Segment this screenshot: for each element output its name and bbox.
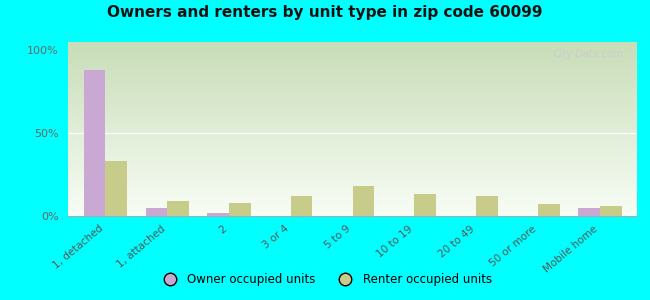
Legend: Owner occupied units, Renter occupied units: Owner occupied units, Renter occupied un… (153, 269, 497, 291)
Bar (538, 204, 560, 216)
Bar (146, 208, 167, 216)
Bar (207, 213, 229, 216)
Bar (578, 208, 600, 216)
Text: City-Data.com: City-Data.com (553, 49, 623, 59)
Bar (476, 196, 498, 216)
Text: Owners and renters by unit type in zip code 60099: Owners and renters by unit type in zip c… (107, 4, 543, 20)
Bar (291, 196, 313, 216)
Bar (105, 161, 127, 216)
Bar (600, 206, 621, 216)
Bar (229, 203, 251, 216)
Bar (167, 201, 188, 216)
Bar (415, 194, 436, 216)
Bar (84, 70, 105, 216)
Bar (352, 186, 374, 216)
